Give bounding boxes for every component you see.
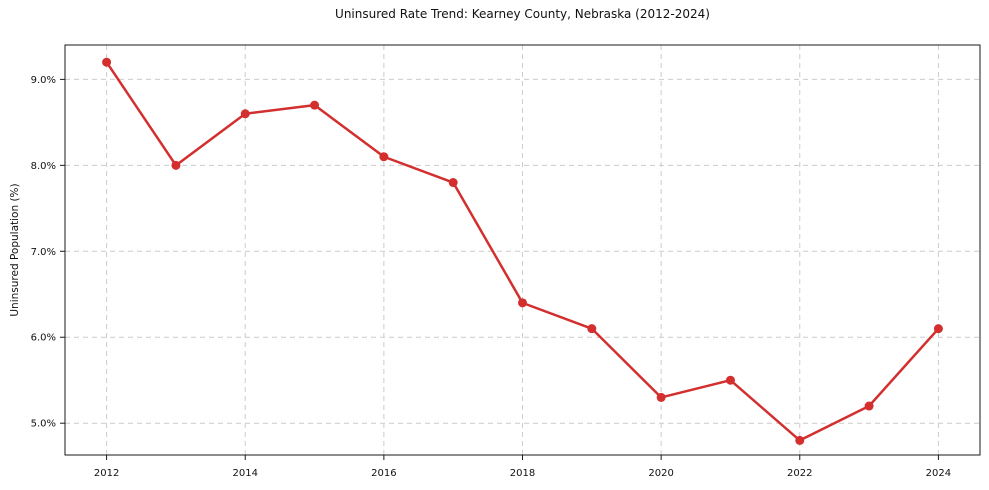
y-tick-label: 7.0%	[31, 247, 56, 258]
x-tick-label: 2012	[94, 468, 119, 479]
data-point-marker	[102, 57, 112, 67]
x-tick-label: 2018	[510, 468, 535, 479]
data-point-marker	[310, 100, 320, 110]
y-tick-label: 6.0%	[31, 333, 56, 344]
data-point-marker	[864, 401, 874, 411]
data-point-marker	[933, 324, 943, 334]
x-tick-label: 2014	[233, 468, 258, 479]
y-axis-label: Uninsured Population (%)	[9, 183, 21, 317]
chart-title: Uninsured Rate Trend: Kearney County, Ne…	[335, 7, 710, 21]
x-tick-label: 2016	[371, 468, 396, 479]
data-point-marker	[656, 392, 666, 402]
y-tick-label: 5.0%	[31, 419, 56, 430]
data-point-marker	[795, 435, 805, 445]
y-tick-label: 8.0%	[31, 161, 56, 172]
data-point-marker	[379, 152, 389, 162]
data-point-marker	[240, 109, 250, 119]
x-tick-label: 2020	[648, 468, 673, 479]
x-tick-label: 2024	[926, 468, 951, 479]
y-tick-label: 9.0%	[31, 75, 56, 86]
data-point-marker	[448, 178, 458, 188]
data-point-marker	[725, 375, 735, 385]
data-point-marker	[518, 298, 527, 308]
data-point-marker	[587, 324, 597, 334]
data-point-marker	[171, 160, 181, 170]
plot-border	[64, 44, 981, 456]
x-tick-label: 2022	[787, 468, 812, 479]
